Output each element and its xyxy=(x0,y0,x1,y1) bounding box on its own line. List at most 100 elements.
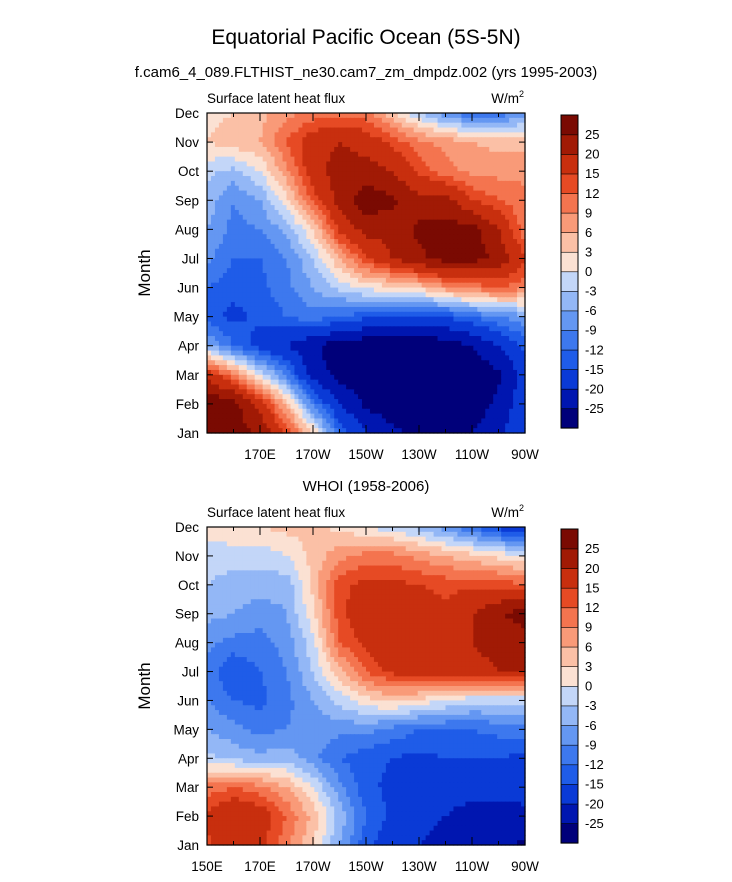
field-cell xyxy=(433,321,439,327)
field-cell xyxy=(397,379,403,386)
field-cell xyxy=(222,161,228,167)
field-cell xyxy=(266,379,272,386)
field-cell xyxy=(326,403,331,410)
field-cell xyxy=(266,224,272,230)
field-cell xyxy=(258,340,264,347)
field-cell xyxy=(381,292,387,298)
field-cell xyxy=(242,350,248,357)
field-cell xyxy=(397,399,403,405)
field-cell xyxy=(505,253,510,260)
field-cell xyxy=(282,287,288,293)
field-cell xyxy=(270,331,276,337)
field-cell xyxy=(298,258,304,264)
field-cell xyxy=(401,360,407,366)
field-cell xyxy=(346,360,351,366)
field-cell xyxy=(226,161,232,167)
field-cell xyxy=(286,229,292,235)
field-cell xyxy=(362,161,367,167)
field-cell xyxy=(294,156,300,163)
field-cell xyxy=(330,146,335,153)
field-cell xyxy=(238,340,244,347)
field-cell xyxy=(254,185,260,192)
field-cell xyxy=(342,321,347,327)
field-cell xyxy=(405,311,411,318)
field-cell xyxy=(497,176,502,182)
field-cell xyxy=(246,190,252,197)
field-cell xyxy=(290,326,296,332)
field-cell xyxy=(298,161,304,167)
field-cell xyxy=(262,253,268,260)
field-cell xyxy=(314,287,319,293)
field-cell xyxy=(326,142,331,148)
field-cell xyxy=(342,253,347,260)
field-cell xyxy=(274,399,280,405)
field-cell xyxy=(338,117,343,124)
field-cell xyxy=(242,374,248,381)
field-cell xyxy=(389,331,395,337)
field-cell xyxy=(330,384,335,390)
field-cell xyxy=(373,253,379,260)
field-cell xyxy=(369,268,375,274)
field-cell xyxy=(497,384,502,390)
field-cell xyxy=(230,243,236,250)
field-cell xyxy=(207,408,212,415)
field-cell xyxy=(473,369,478,376)
field-cell xyxy=(509,161,514,167)
field-cell xyxy=(481,302,486,308)
field-cell xyxy=(429,205,435,211)
field-cell xyxy=(413,292,419,298)
field-cell xyxy=(246,161,252,167)
field-cell xyxy=(230,350,236,357)
field-cell xyxy=(401,403,407,410)
field-cell xyxy=(286,379,292,386)
field-cell xyxy=(417,209,423,216)
field-cell xyxy=(358,190,363,197)
field-cell xyxy=(509,142,514,148)
field-cell xyxy=(318,268,323,274)
field-cell xyxy=(294,166,300,172)
field-cell xyxy=(242,229,248,235)
field-cell xyxy=(465,369,470,376)
field-cell xyxy=(477,224,482,230)
field-cell xyxy=(230,117,236,124)
field-cell xyxy=(346,176,351,182)
field-cell xyxy=(497,399,502,405)
field-cell xyxy=(461,161,466,167)
field-cell xyxy=(433,190,439,197)
field-cell xyxy=(342,360,347,366)
field-cell xyxy=(449,243,455,250)
field-cell xyxy=(377,209,383,216)
field-cell xyxy=(246,263,252,269)
field-cell xyxy=(509,132,514,138)
field-cell xyxy=(274,132,280,138)
field-cell xyxy=(485,258,490,264)
field-cell xyxy=(413,132,419,138)
field-cell xyxy=(274,297,280,303)
field-cell xyxy=(489,394,494,400)
field-cell xyxy=(222,127,228,133)
field-cell xyxy=(366,171,371,177)
field-cell xyxy=(326,268,331,274)
field-cell xyxy=(485,277,490,284)
field-cell xyxy=(461,185,466,192)
field-cell xyxy=(429,132,435,138)
field-cell xyxy=(302,277,307,284)
field-cell xyxy=(262,127,268,133)
field-cell xyxy=(298,263,304,269)
field-cell xyxy=(322,360,327,366)
field-cell xyxy=(417,224,423,230)
field-cell xyxy=(505,132,510,138)
field-cell xyxy=(314,316,319,323)
field-cell xyxy=(509,345,514,352)
field-cell xyxy=(298,340,304,347)
field-cell xyxy=(457,132,463,138)
field-cell xyxy=(278,302,284,308)
field-cell xyxy=(342,190,347,197)
field-cell xyxy=(366,379,371,386)
field-cell xyxy=(226,234,232,240)
field-cell xyxy=(381,374,387,381)
field-cell xyxy=(254,258,260,264)
field-cell xyxy=(250,176,256,182)
field-cell xyxy=(489,374,494,381)
field-cell xyxy=(457,166,463,172)
